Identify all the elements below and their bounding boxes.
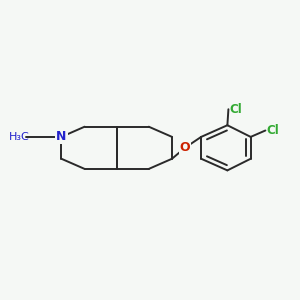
Text: H₃C: H₃C <box>8 132 29 142</box>
Text: Cl: Cl <box>230 103 243 116</box>
Text: Cl: Cl <box>267 124 280 137</box>
Text: O: O <box>180 141 190 154</box>
Text: N: N <box>56 130 67 143</box>
